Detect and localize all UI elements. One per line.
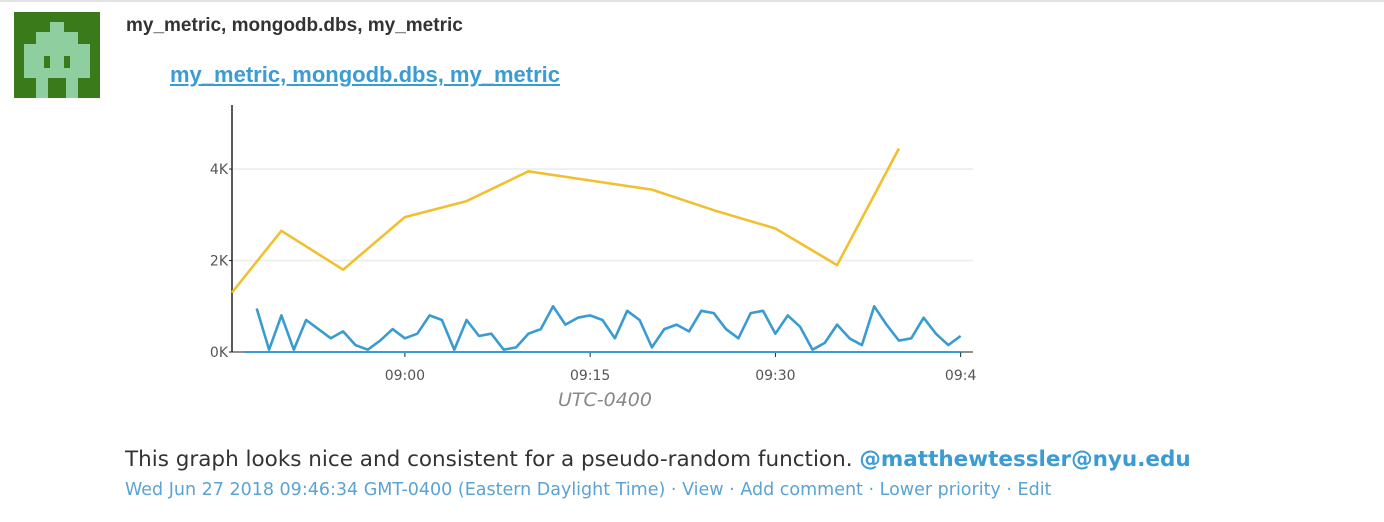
- separator: ·: [1006, 480, 1012, 500]
- comment-text: This graph looks nice and consistent for…: [125, 447, 853, 472]
- series-line-yellow: [230, 147, 901, 294]
- avatar-identicon: [24, 22, 90, 98]
- top-divider: [0, 0, 1384, 2]
- graph-title-link[interactable]: my_metric, mongodb.dbs, my_metric: [170, 62, 560, 87]
- y-tick-label: 0K: [210, 345, 229, 361]
- lower-priority-link[interactable]: Lower priority: [879, 480, 1001, 500]
- add-comment-link[interactable]: Add comment: [740, 480, 863, 500]
- x-axis-label: UTC-0400: [558, 389, 652, 411]
- author-name: my_metric, mongodb.dbs, my_metric: [126, 15, 463, 36]
- separator: ·: [868, 480, 875, 500]
- separator: ·: [729, 480, 735, 500]
- edit-link[interactable]: Edit: [1017, 480, 1052, 500]
- separator: ·: [670, 480, 677, 500]
- avatar[interactable]: [14, 12, 100, 98]
- x-tick-label: 09:30: [755, 368, 795, 384]
- y-tick-label: 2K: [210, 254, 229, 270]
- x-tick-label: 09:15: [570, 368, 610, 384]
- mention-link[interactable]: @matthewtessler@nyu.edu: [859, 447, 1191, 472]
- x-tick-label: 09:00: [385, 368, 425, 384]
- timestamp-link[interactable]: Wed Jun 27 2018 09:46:34 GMT-0400 (Easte…: [125, 480, 666, 500]
- view-link[interactable]: View: [682, 480, 724, 500]
- comment-meta: Wed Jun 27 2018 09:46:34 GMT-0400 (Easte…: [125, 480, 1051, 500]
- x-tick-label: 09:4: [945, 368, 977, 384]
- y-tick-label: 4K: [210, 162, 229, 178]
- series-line-blue: [255, 305, 962, 351]
- comment-body: This graph looks nice and consistent for…: [125, 447, 1191, 472]
- metric-chart[interactable]: 0K 2K 4K 09:00 09:15 09:30 09:4 UTC-0400: [190, 95, 990, 415]
